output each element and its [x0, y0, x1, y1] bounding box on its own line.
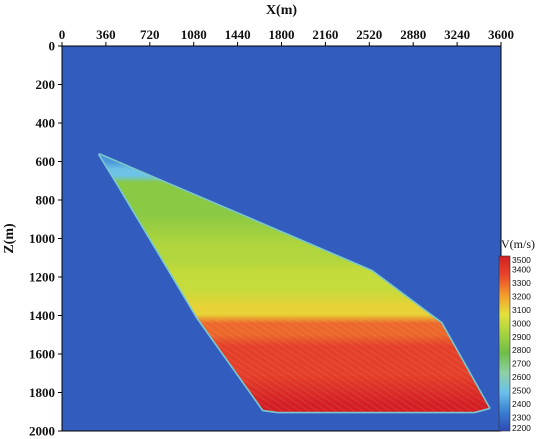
- colorbar-tick-label: 3100: [512, 305, 531, 315]
- y-tick-label: 800: [36, 193, 56, 208]
- colorbar-tick-label: 2600: [512, 372, 531, 382]
- x-axis-title: X(m): [266, 3, 297, 18]
- texture-stripe: [340, 318, 482, 412]
- y-axis-title: Z(m): [2, 223, 17, 254]
- texture-stripe: [0, 319, 13, 411]
- colorbar-tick-label: 2500: [512, 386, 531, 396]
- x-tick-label: 1080: [181, 27, 207, 42]
- x-tick-label: 3600: [488, 27, 514, 42]
- x-tick-label: 1800: [269, 27, 295, 42]
- texture-stripe: [0, 319, 31, 411]
- colorbar-tick-label: 3200: [512, 291, 531, 301]
- y-tick-label: 1600: [29, 347, 55, 362]
- y-tick-label: 2000: [29, 424, 55, 439]
- plot-area: [0, 45, 540, 432]
- texture-stripe: [277, 318, 419, 412]
- texture-stripe: [196, 318, 338, 412]
- x-tick-label: 2160: [312, 27, 338, 42]
- texture-stripe: [322, 318, 464, 412]
- colorbar-tick-label: 3400: [512, 264, 531, 274]
- velocity-body: [99, 154, 489, 412]
- texture-stripe: [286, 318, 428, 412]
- texture-stripe: [349, 318, 489, 412]
- x-tick-label: 2520: [356, 27, 382, 42]
- texture-stripe: [250, 318, 392, 412]
- texture-stripe: [259, 318, 401, 412]
- colorbar-tick-label: 2800: [512, 345, 531, 355]
- y-tick-label: 1400: [29, 308, 55, 323]
- texture-stripe: [313, 318, 455, 412]
- texture-stripe: [295, 318, 437, 412]
- y-tick-label: 1800: [29, 385, 55, 400]
- x-tick-label: 2880: [400, 27, 426, 42]
- colorbar-tick-label: 2900: [512, 332, 531, 342]
- colorbar-tick-label: 3000: [512, 318, 531, 328]
- colorbar-tick-label: 2700: [512, 359, 531, 369]
- y-axis: 0 200 400 600 800 1000 1200 1400 1600 1800 2000: [29, 39, 62, 439]
- texture-stripe: [385, 318, 489, 412]
- texture-stripe: [232, 318, 374, 412]
- texture-stripe: [223, 318, 365, 412]
- colorbar-title: V(m/s): [501, 237, 535, 251]
- x-tick-label: 0: [59, 27, 66, 42]
- x-tick-label: 360: [96, 27, 116, 42]
- texture-stripe: [376, 318, 489, 412]
- y-tick-label: 200: [36, 77, 56, 92]
- x-tick-label: 1440: [225, 27, 251, 42]
- texture-stripe: [205, 318, 347, 412]
- y-tick-label: 600: [36, 154, 56, 169]
- x-axis: 0 360 720 1080 1440 1800 2160 2520 2880 3240 3600: [59, 27, 514, 46]
- colorbar-tick-label: 2300: [512, 413, 531, 423]
- texture-stripe: [304, 318, 446, 412]
- texture-stripe: [214, 318, 356, 412]
- x-tick-label: 3240: [444, 27, 470, 42]
- texture-stripe: [241, 318, 383, 412]
- y-tick-label: 400: [36, 116, 56, 131]
- texture-stripe: [187, 318, 329, 412]
- texture-stripe: [421, 318, 489, 412]
- texture-stripe: [0, 319, 22, 411]
- colorbar-scale: [498, 255, 511, 432]
- colorbar-tick-label: 2200: [512, 423, 531, 433]
- x-tick-label: 720: [140, 27, 160, 42]
- colorbar-tick-label: 3300: [512, 278, 531, 288]
- y-tick-label: 0: [49, 39, 56, 54]
- texture-stripe: [331, 318, 473, 412]
- texture-stripe: [0, 319, 4, 411]
- colorbar-tick-label: 2400: [512, 399, 531, 409]
- y-tick-label: 1200: [29, 270, 55, 285]
- texture-stripe: [358, 318, 489, 412]
- colorbar-tick-label: 3500: [512, 255, 531, 265]
- texture-stripe: [530, 319, 540, 411]
- y-tick-label: 1000: [29, 231, 55, 246]
- texture-stripe: [268, 318, 410, 412]
